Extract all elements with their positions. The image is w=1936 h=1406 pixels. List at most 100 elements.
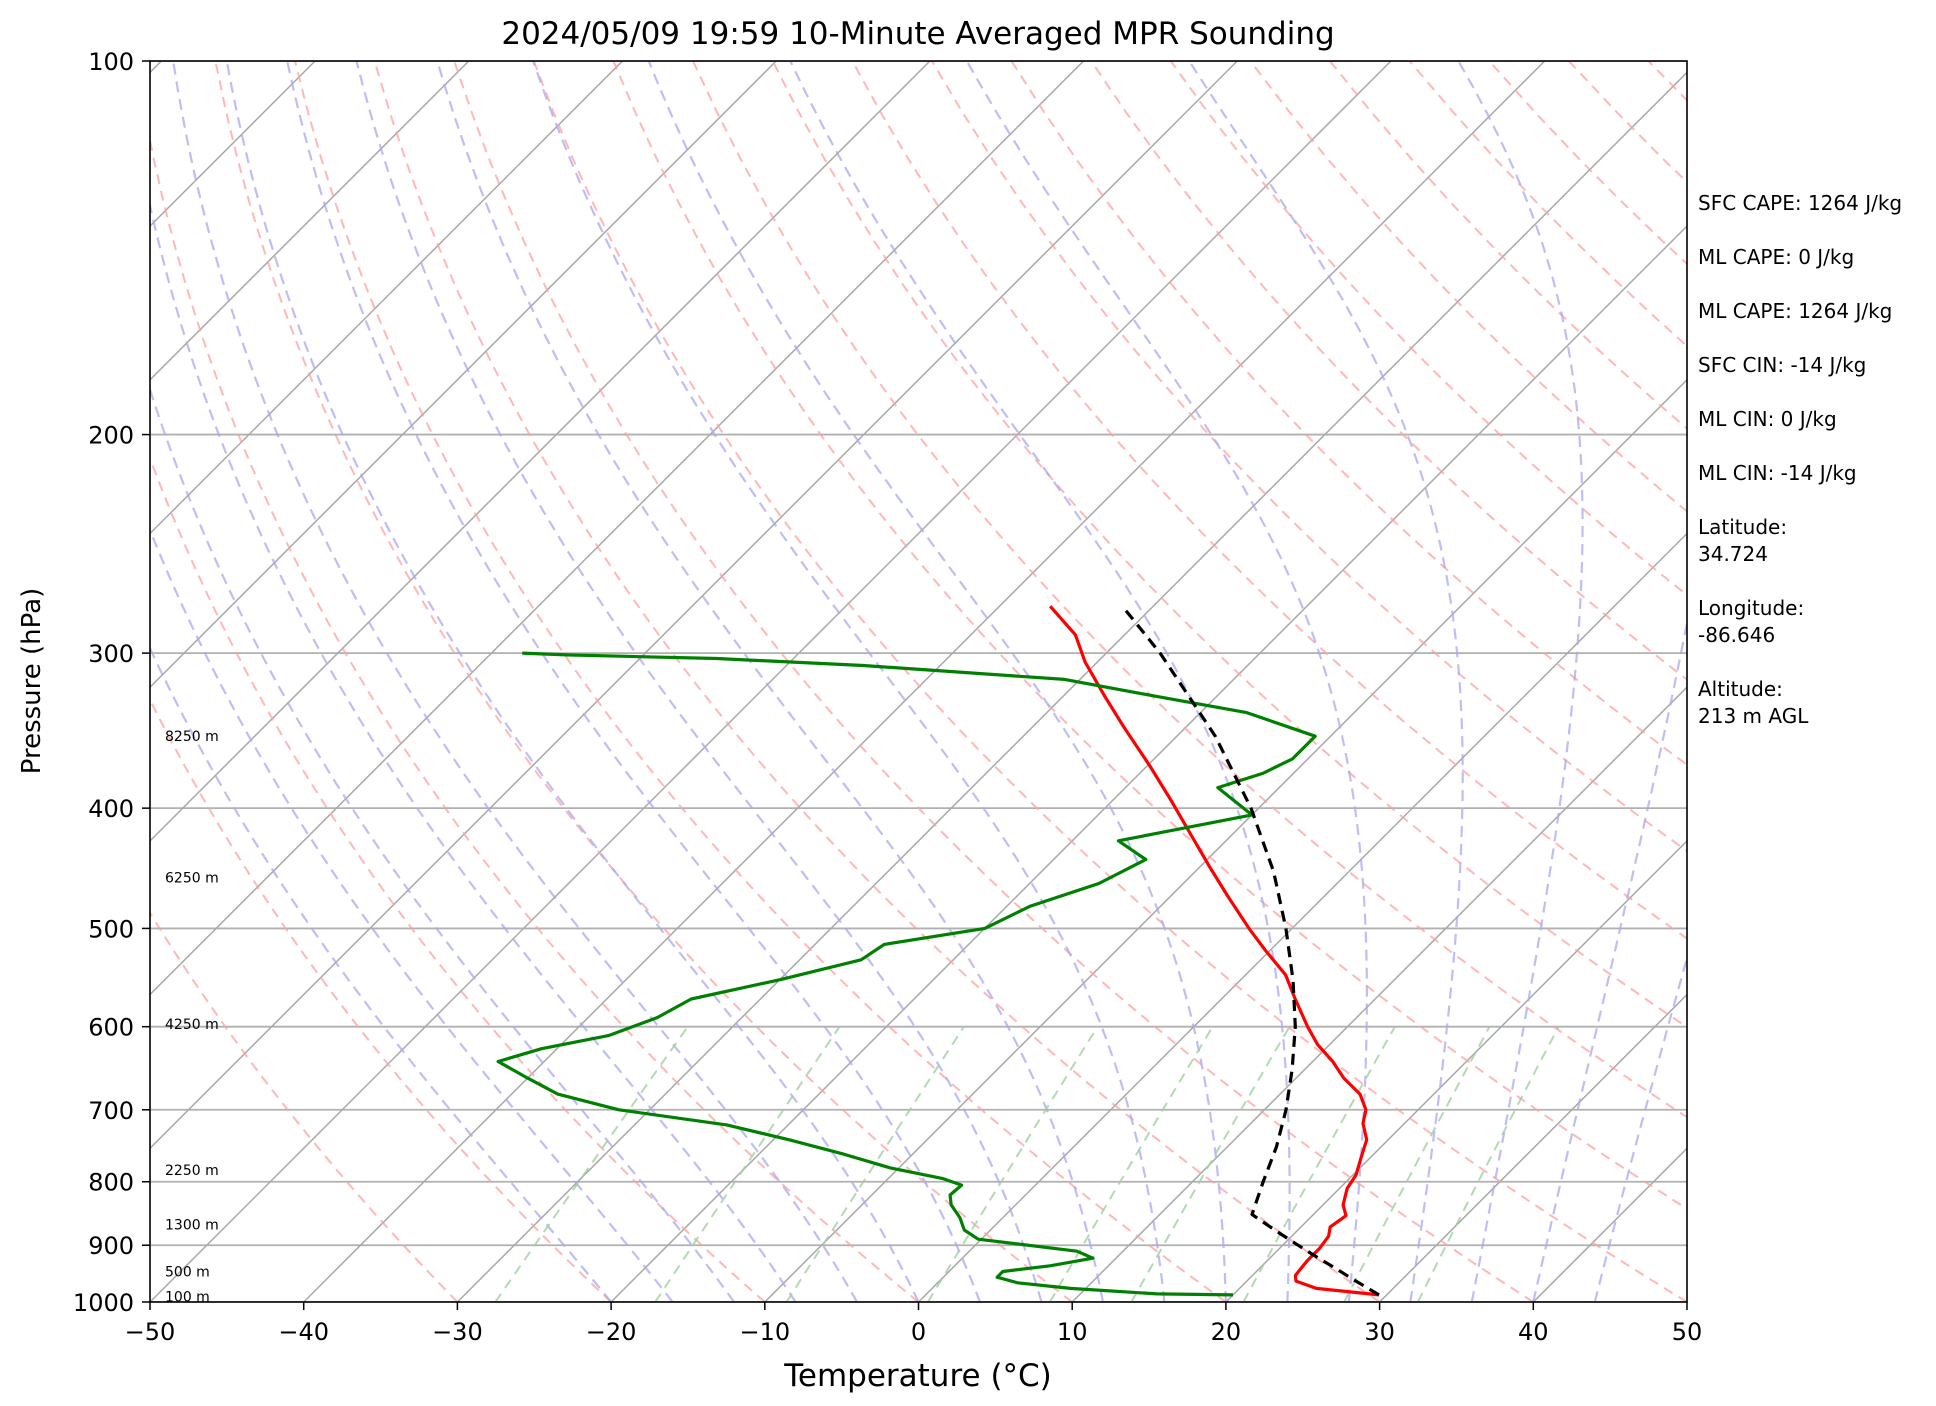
moist-adiabat-line (355, 61, 1043, 1302)
height-label: 1300 m (165, 1217, 219, 1233)
moist-adiabat-line (150, 527, 674, 1302)
x-tick-label: 50 (1672, 1318, 1703, 1346)
x-tick-label: −10 (739, 1318, 790, 1346)
x-tick-label: −20 (586, 1318, 637, 1346)
moist-adiabat-line (965, 61, 1368, 1302)
dry-adiabat-line (150, 911, 459, 1302)
moist-adiabat-line (225, 61, 920, 1302)
height-labels: 8250 m 6250 m 4250 m 2250 m 1300 m 500 m 100 m (165, 729, 219, 1305)
dry-adiabat-line (453, 61, 1534, 1302)
sounding-profiles (496, 605, 1380, 1297)
y-tick-label: 600 (88, 1014, 134, 1042)
height-label: 6250 m (165, 871, 219, 887)
moist-adiabat-line (1188, 61, 1464, 1302)
isotherm-line (1379, 993, 1687, 1302)
dry-adiabat-line (150, 697, 612, 1302)
mixing-ratio-line (1049, 1026, 1214, 1302)
info-text: -86.646 (1698, 623, 1775, 647)
dry-adiabat-line (771, 61, 1687, 1029)
isotherm-line (150, 61, 1392, 1302)
dry-adiabat-line (692, 61, 1687, 1119)
info-text: 34.724 (1698, 542, 1768, 566)
dry-adiabat-line (150, 455, 766, 1302)
isotherm-line (150, 61, 1238, 1150)
dry-adiabat-line (1010, 61, 1687, 767)
y-tick-label: 300 (88, 640, 134, 668)
mixing-ratio-line (785, 1026, 965, 1302)
dry-adiabat-line (294, 61, 1227, 1302)
isotherm-line (150, 61, 931, 842)
y-tick-label: 100 (88, 48, 134, 76)
info-text: Altitude: (1698, 677, 1783, 701)
height-label: 4250 m (165, 1017, 219, 1033)
height-label: 2250 m (165, 1163, 219, 1179)
isotherm-line (610, 225, 1687, 1302)
isotherm-line (303, 61, 1546, 1302)
info-text: Longitude: (1698, 596, 1804, 620)
moist-adiabat-line (532, 61, 1166, 1302)
dry-adiabat-line (612, 61, 1687, 1210)
x-tick-label: 40 (1518, 1318, 1549, 1346)
mixing-ratio-line (1417, 1026, 1560, 1302)
isotherm-line (150, 61, 470, 381)
background-lines (150, 61, 1687, 1302)
mixing-ratio-line (654, 1026, 841, 1302)
height-label: 8250 m (165, 729, 219, 745)
sounding-info-panel: SFC CAPE: 1264 J/kg ML CAPE: 0 J/kg ML CAP… (1698, 191, 1902, 728)
y-tick-label: 700 (88, 1097, 134, 1125)
y-tick-label: 800 (88, 1169, 134, 1197)
y-tick-label: 200 (88, 422, 134, 450)
info-text: ML CAPE: 0 J/kg (1698, 245, 1854, 269)
y-tick-label: 500 (88, 915, 134, 943)
info-text: ML CAPE: 1264 J/kg (1698, 299, 1892, 323)
series-parcel-line (1121, 605, 1380, 1297)
mixing-ratio-line (1343, 1026, 1491, 1302)
x-tick-label: −40 (278, 1318, 329, 1346)
info-text: ML CIN: 0 J/kg (1698, 407, 1837, 431)
dry-adiabat-line (214, 61, 1073, 1302)
height-label: 500 m (165, 1265, 210, 1281)
info-text: Latitude: (1698, 515, 1787, 539)
mixing-ratio-line (927, 1026, 1099, 1302)
x-tick-label: 20 (1211, 1318, 1242, 1346)
series-temperature-line (1048, 605, 1380, 1297)
dry-adiabat-line (851, 61, 1687, 940)
series-dewpoint-line (496, 651, 1317, 1297)
moist-adiabat-line (150, 645, 612, 1302)
moist-adiabat-line (1457, 61, 1584, 1302)
moist-adiabat-line (436, 61, 1104, 1302)
x-axis-ticks: −50 −40 −30 −20 −10 0 10 20 30 40 50 (125, 1302, 1703, 1346)
isotherm-line (150, 61, 1085, 996)
isotherm-line (917, 532, 1687, 1302)
moist-adiabat-line (1593, 954, 1687, 1302)
mixing-ratio-line (1130, 1026, 1291, 1302)
chart-title: 2024/05/09 19:59 10-Minute Averaged MPR … (501, 16, 1334, 52)
isotherm-line (764, 378, 1687, 1302)
moist-adiabat-line (172, 61, 858, 1302)
info-text: SFC CIN: -14 J/kg (1698, 353, 1866, 377)
x-tick-label: −50 (125, 1318, 176, 1346)
x-tick-label: 10 (1057, 1318, 1088, 1346)
dry-adiabat-line (150, 135, 920, 1302)
isotherm-line (1071, 686, 1687, 1302)
moist-adiabat-line (1532, 617, 1687, 1302)
y-axis-label: Pressure (hPa) (17, 588, 47, 775)
x-tick-label: 0 (911, 1318, 926, 1346)
isotherm-line (150, 61, 624, 535)
dry-adiabat-line (532, 61, 1687, 1302)
y-tick-label: 900 (88, 1232, 134, 1260)
info-text: SFC CAPE: 1264 J/kg (1698, 191, 1902, 215)
info-text: ML CIN: -14 J/kg (1698, 461, 1857, 485)
y-tick-label: 400 (88, 795, 134, 823)
height-label: 100 m (165, 1290, 210, 1306)
moist-adiabat-line (647, 61, 1227, 1302)
x-tick-label: 30 (1364, 1318, 1395, 1346)
dry-adiabat-line (1169, 61, 1687, 597)
mixing-ratio-line (1242, 1026, 1396, 1302)
moist-adiabat-line (286, 61, 982, 1302)
isotherm-line (1225, 839, 1687, 1302)
x-tick-label: −30 (432, 1318, 483, 1346)
y-tick-label: 1000 (73, 1289, 134, 1317)
y-axis-ticks: 100 200 300 400 500 600 700 800 900 1000 (73, 48, 150, 1317)
